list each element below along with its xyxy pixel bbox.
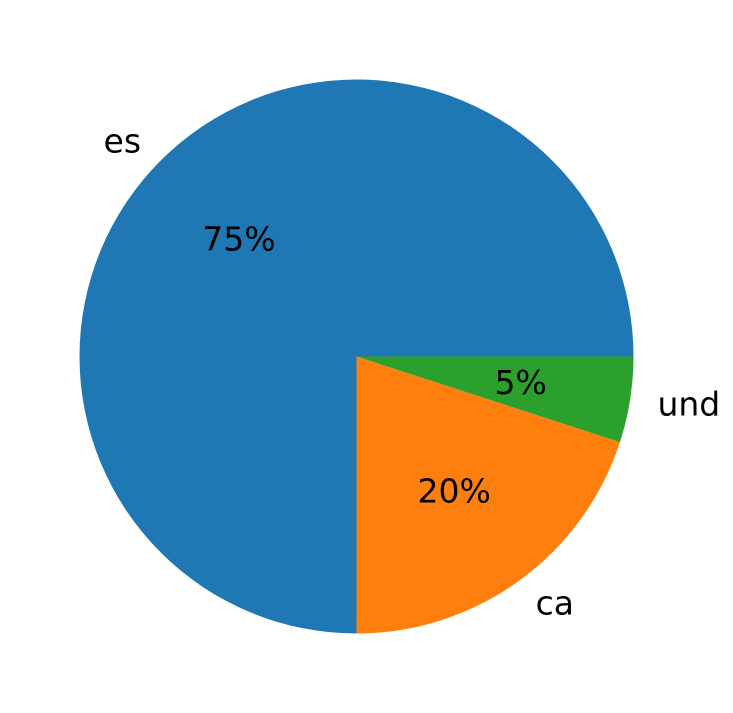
slice-label-und: und (657, 385, 720, 424)
pct-label-es: 75% (202, 219, 275, 258)
pct-label-ca: 20% (418, 471, 491, 510)
slices-layer (79, 79, 634, 634)
slice-label-es: es (104, 122, 142, 161)
labels-layer: es 75% ca 20% und 5% (104, 122, 721, 623)
pie-slice-ca (356, 356, 620, 634)
pct-label-und: 5% (494, 363, 546, 402)
pie-slice-und (356, 356, 634, 443)
slice-label-ca: ca (536, 584, 574, 623)
pie-slice-es (79, 79, 634, 634)
